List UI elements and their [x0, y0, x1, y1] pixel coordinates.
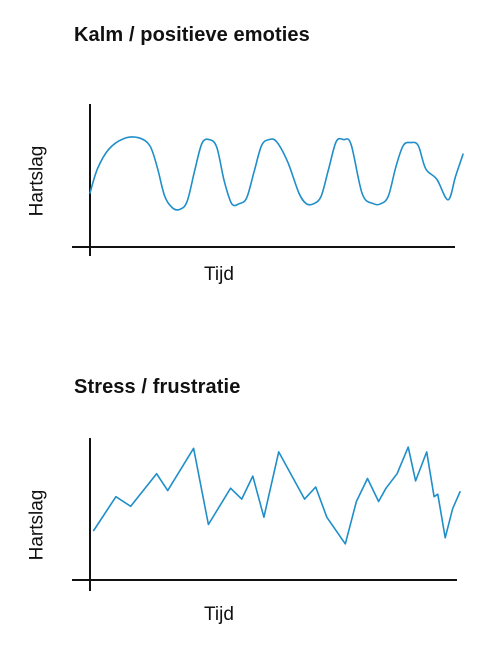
x-axis-label-stress: Tijd	[204, 604, 234, 625]
chart-title-stress: Stress / frustratie	[74, 376, 241, 398]
x-axis-label-calm: Tijd	[204, 264, 234, 285]
chart-title-calm: Kalm / positieve emoties	[74, 24, 310, 46]
chart-stress	[72, 438, 461, 591]
series-line-calm	[89, 136, 464, 211]
chart-calm	[72, 104, 464, 256]
series-line-stress	[92, 446, 461, 545]
